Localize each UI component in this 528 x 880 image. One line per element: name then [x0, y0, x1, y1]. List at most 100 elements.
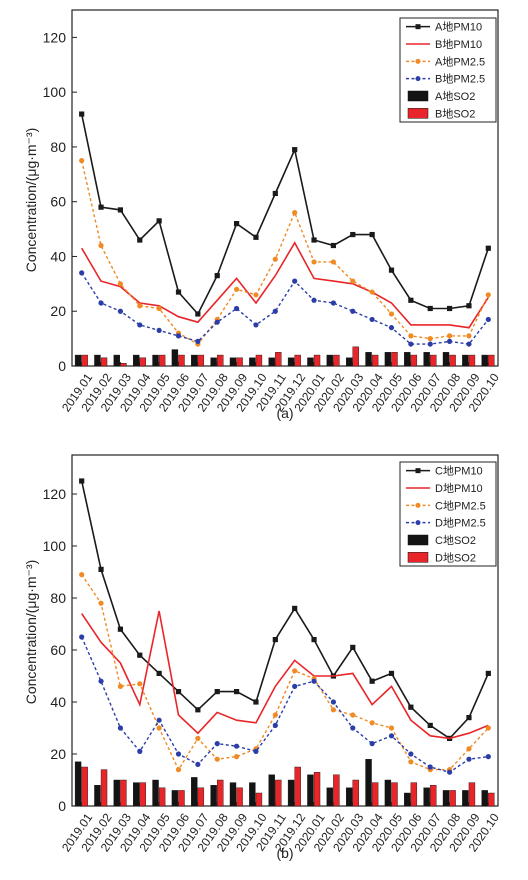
line-a-pm10 — [80, 113, 490, 316]
bar-d-so2 — [449, 790, 456, 807]
line-d-pm2-5 — [81, 636, 489, 773]
point-a-pm10 — [388, 267, 395, 273]
point-c-pm10 — [253, 699, 259, 705]
point-d-pm2-5 — [272, 722, 278, 729]
point-a-pm2-5 — [446, 333, 453, 339]
bar-b-so2 — [178, 354, 185, 367]
legend-swatch-c-so2 — [407, 534, 429, 546]
legend-box — [399, 461, 497, 567]
legend-label-c-so2: C地SO2 — [435, 534, 476, 547]
point-d-pm2-5 — [369, 741, 375, 747]
bar-d-so2 — [197, 787, 205, 807]
y-tick-label: 120 — [43, 29, 67, 45]
point-b-pm2-5 — [485, 316, 491, 323]
bar-d-so2 — [81, 766, 88, 807]
point-c-pm2-5 — [156, 725, 162, 731]
bar-a-so2 — [229, 357, 237, 367]
plot-frame — [71, 454, 499, 807]
point-a-pm2-5 — [466, 333, 472, 339]
bar-d-so2 — [352, 779, 359, 807]
point-b-pm2-5 — [214, 319, 220, 325]
point-d-pm2-5 — [485, 754, 491, 760]
point-b-pm2-5 — [330, 300, 337, 306]
bar-b-so2 — [197, 354, 205, 367]
legend-box — [399, 17, 497, 123]
point-d-pm2-5 — [427, 764, 433, 770]
point-c-pm10 — [137, 652, 143, 658]
bar-d-so2 — [410, 782, 418, 807]
bar-a-so2 — [152, 354, 159, 367]
bar-c-so2 — [94, 785, 101, 807]
legend: C地PM10 D地PM10 C地PM2.5 D地PM2.5 C地SO2 D地SO2 — [399, 461, 497, 567]
line-b-pm10 — [81, 241, 489, 329]
point-d-pm2-5 — [388, 733, 395, 739]
point-c-pm10 — [79, 478, 85, 484]
line-d-pm10 — [81, 610, 489, 740]
point-b-pm2-5 — [233, 305, 240, 312]
legend-label-a-pm2-5: A地PM2.5 — [435, 55, 485, 68]
bar-b-so2 — [333, 354, 340, 367]
legend-marker — [415, 502, 421, 508]
point-b-pm2-5 — [117, 308, 124, 314]
legend-swatch-b-so2 — [407, 108, 429, 119]
point-c-pm2-5 — [485, 725, 491, 731]
point-a-pm2-5 — [233, 286, 240, 292]
point-a-pm10 — [233, 221, 240, 227]
point-a-pm2-5 — [98, 242, 104, 249]
legend-label-d-pm10: D地PM10 — [435, 482, 483, 495]
y-tick-label: 60 — [50, 642, 66, 658]
point-a-pm10 — [156, 218, 162, 224]
point-d-pm2-5 — [330, 699, 337, 705]
point-d-pm2-5 — [350, 725, 356, 731]
y-tick-label: 100 — [43, 538, 67, 554]
legend-marker — [415, 468, 421, 474]
plot-frame — [71, 9, 499, 367]
line-c-pm2-5 — [81, 574, 489, 772]
y-tick-label: 20 — [50, 303, 66, 319]
bar-c-so2 — [268, 774, 275, 807]
bar-a-so2 — [442, 352, 450, 367]
point-a-pm10 — [98, 204, 104, 210]
point-d-pm2-5 — [79, 634, 85, 640]
point-c-pm10 — [466, 715, 472, 721]
legend-label-a-so2: A地SO2 — [435, 90, 475, 103]
bar-a-so2 — [384, 352, 392, 367]
point-c-pm10 — [485, 670, 491, 676]
point-b-pm2-5 — [175, 333, 182, 339]
point-c-pm2-5 — [330, 707, 337, 713]
point-d-pm2-5 — [137, 748, 143, 755]
bar-b-so2 — [139, 357, 146, 367]
point-a-pm2-5 — [427, 336, 433, 342]
bar-d-so2 — [371, 782, 379, 807]
bar-b-so2 — [236, 357, 243, 367]
point-c-pm2-5 — [272, 712, 278, 718]
bar-a-so2 — [191, 354, 198, 367]
y-tick-label: 0 — [58, 358, 66, 374]
point-c-pm10 — [369, 678, 375, 684]
bar-c-so2 — [462, 790, 469, 807]
point-a-pm10 — [350, 231, 356, 238]
point-c-pm2-5 — [350, 712, 356, 718]
point-b-pm2-5 — [369, 316, 375, 323]
point-c-pm2-5 — [388, 725, 395, 731]
bar-c-so2 — [384, 779, 392, 807]
panel-label: (b) — [276, 845, 293, 861]
point-a-pm2-5 — [79, 158, 85, 164]
point-b-pm2-5 — [446, 338, 453, 344]
bar-a-so2 — [268, 357, 275, 367]
point-b-pm2-5 — [311, 297, 317, 303]
bar-b-so2 — [352, 346, 359, 367]
point-a-pm10 — [485, 245, 491, 251]
bar-c-so2 — [152, 779, 159, 807]
bar-a-so2 — [345, 357, 353, 367]
bar-c-so2 — [229, 782, 237, 807]
point-a-pm2-5 — [117, 281, 124, 287]
point-d-pm2-5 — [446, 769, 453, 775]
point-c-pm10 — [292, 605, 298, 611]
point-c-pm10 — [388, 670, 395, 676]
point-c-pm2-5 — [214, 756, 220, 762]
point-d-pm2-5 — [214, 741, 220, 747]
bar-b-so2 — [81, 354, 88, 367]
legend-label-a-pm10: A地PM10 — [435, 21, 482, 34]
point-d-pm2-5 — [292, 683, 298, 690]
